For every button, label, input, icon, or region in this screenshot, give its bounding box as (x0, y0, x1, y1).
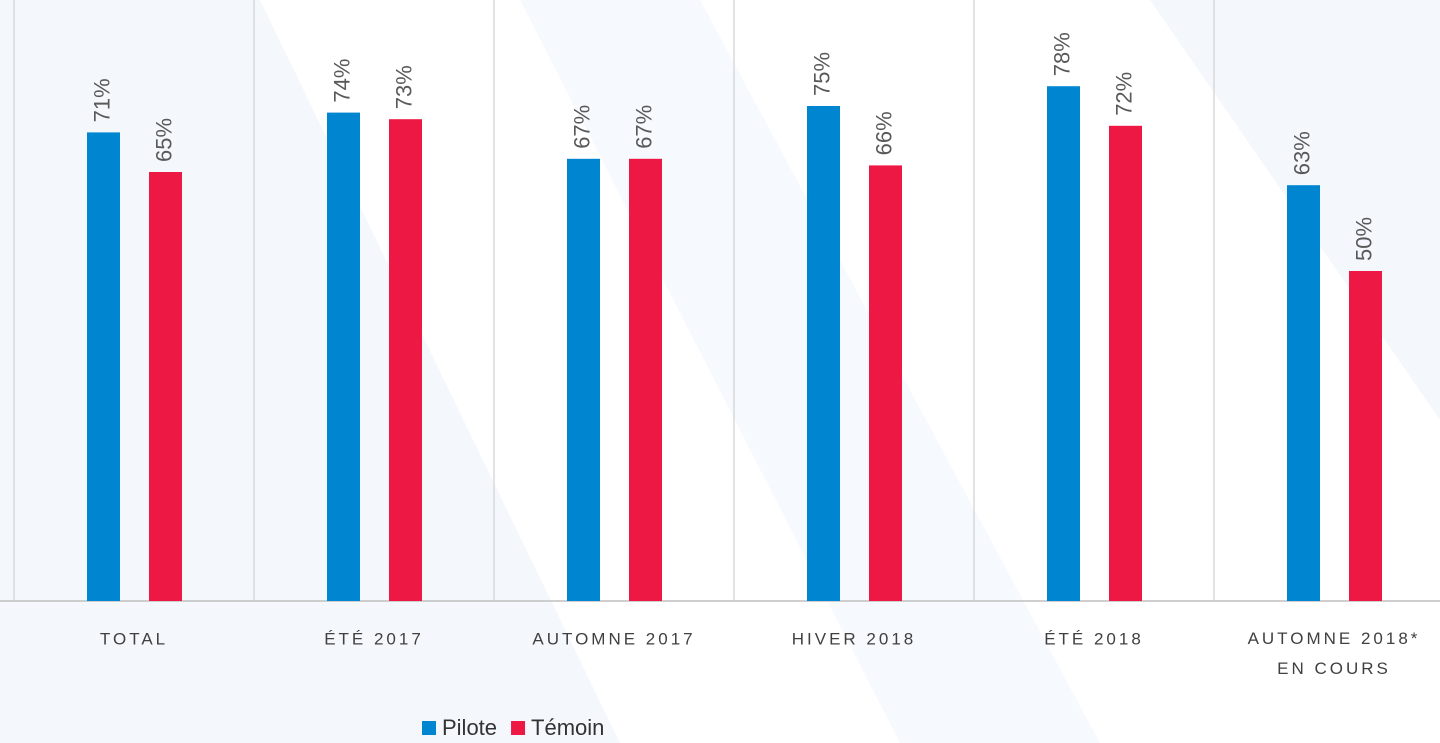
x-tick-label: ÉTÉ 2017 (324, 629, 424, 648)
bar (389, 119, 422, 601)
bar (327, 112, 360, 601)
data-label: 65% (151, 118, 176, 162)
bar (149, 172, 182, 601)
data-label: 66% (871, 111, 896, 155)
bar (1349, 271, 1382, 601)
legend-label: Pilote (442, 715, 497, 740)
data-label: 71% (89, 78, 114, 122)
data-label: 50% (1351, 217, 1376, 261)
legend-swatch (511, 721, 526, 735)
data-label: 74% (329, 59, 354, 103)
data-label: 67% (631, 105, 656, 149)
x-tick-label: ÉTÉ 2018 (1044, 629, 1144, 648)
data-label: 67% (569, 105, 594, 149)
bar (87, 132, 120, 601)
x-tick-label: AUTOMNE 2017 (532, 629, 695, 648)
legend-swatch (422, 721, 436, 735)
bar (1047, 86, 1080, 601)
data-label: 63% (1289, 131, 1314, 175)
bar (1109, 125, 1142, 602)
data-label: 72% (1111, 72, 1136, 116)
x-tick-label: HIVER 2018 (792, 629, 917, 648)
x-tick-label: TOTAL (100, 629, 168, 648)
bar (807, 106, 840, 601)
bar (1287, 185, 1320, 601)
data-label: 78% (1049, 32, 1074, 76)
x-tick-label: AUTOMNE 2018* EN COURS (1248, 629, 1421, 678)
bar (629, 158, 662, 602)
bar (869, 165, 902, 601)
data-label: 73% (391, 65, 416, 109)
legend-label: Témoin (531, 715, 604, 740)
bar (567, 158, 600, 602)
data-label: 75% (809, 52, 834, 96)
